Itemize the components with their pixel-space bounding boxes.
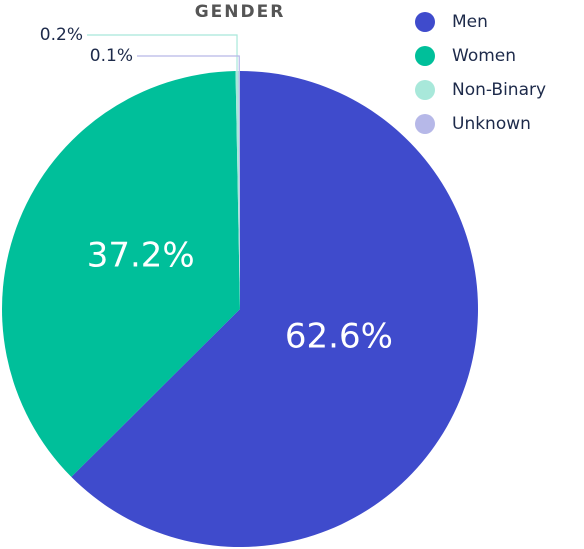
legend-swatch [415, 12, 435, 32]
legend-swatch [415, 46, 435, 66]
pie-slice [1, 71, 241, 477]
legend-swatch [415, 80, 435, 100]
slice-label: 62.6% [285, 317, 393, 357]
legend-swatch [415, 114, 435, 134]
pie-slice [235, 71, 240, 309]
legend-label: Men [452, 12, 488, 32]
pie-slice [71, 71, 478, 547]
chart-title: GENDER [195, 2, 286, 22]
slice-label: 0.2% [40, 25, 83, 45]
leader-line [137, 55, 240, 72]
pie-slice [238, 71, 240, 309]
leader-line [87, 34, 238, 72]
legend-label: Unknown [452, 114, 531, 134]
legend-label: Women [452, 46, 516, 66]
legend-label: Non-Binary [452, 80, 546, 100]
slice-label: 0.1% [90, 46, 133, 66]
slice-label: 37.2% [87, 235, 195, 275]
